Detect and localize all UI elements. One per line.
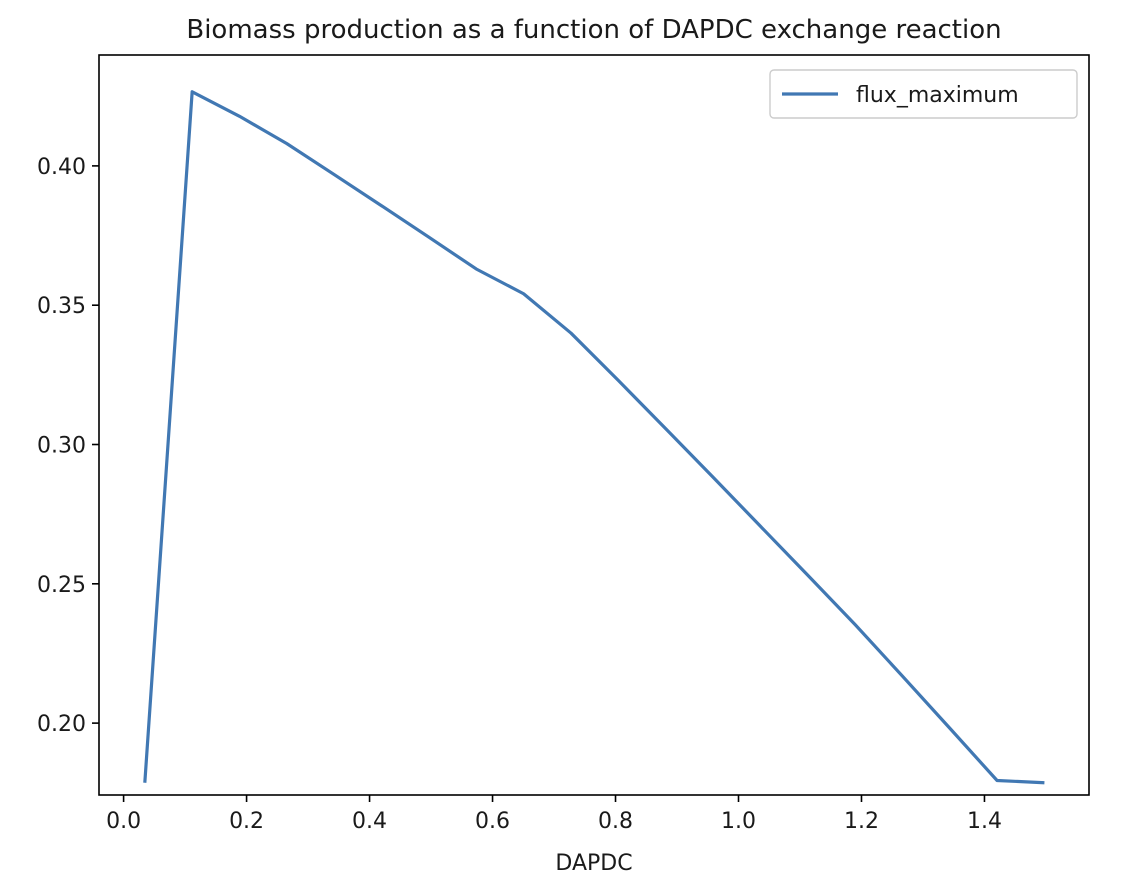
y-tick-label: 0.20	[37, 712, 86, 737]
x-tick-label: 0.4	[352, 809, 387, 834]
y-tick-label: 0.25	[37, 573, 86, 598]
legend-box	[769, 69, 1078, 119]
x-tick-label: 1.2	[844, 809, 879, 834]
y-tick-label: 0.30	[37, 434, 86, 459]
x-tick-label: 0.2	[229, 809, 264, 834]
x-tick-label: 0.6	[475, 809, 510, 834]
x-tick-label: 1.4	[967, 809, 1002, 834]
legend: flux_maximum	[769, 69, 1078, 119]
x-tick-label: 1.0	[721, 809, 756, 834]
series-line-flux_maximum	[143, 90, 1045, 785]
x-tick-label: 0.0	[106, 809, 141, 834]
axes: 0.0 0.2 0.4 0.6 0.8 1.0 1.2 1.4 0.20 0.25 0.30 0.35…	[37, 54, 1090, 834]
x-tick-label: 0.8	[598, 809, 633, 834]
plot-area	[143, 90, 1045, 785]
chart-title: Biomass production as a function of DAPD…	[186, 15, 1001, 45]
y-tick-label: 0.35	[37, 294, 86, 319]
y-tick-label: 0.40	[37, 155, 86, 180]
axes-frame	[98, 54, 1090, 796]
x-axis-title: DAPDC	[555, 851, 632, 876]
legend-label: flux_maximum	[856, 83, 1019, 108]
